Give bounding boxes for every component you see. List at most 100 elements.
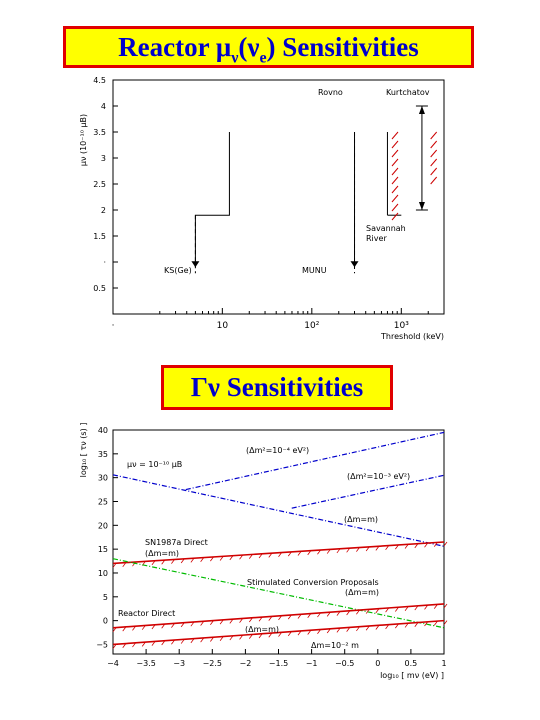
chart2-hatch-mark (433, 604, 438, 609)
chart1-x-tick-label: 10³ (394, 321, 409, 331)
chart1-ks-arrow-head (191, 261, 200, 268)
chart2-hatch-mark (395, 623, 399, 629)
chart1-munu-arrow-head (350, 261, 359, 268)
chart2-series-line (185, 431, 445, 491)
chart2-hatch-mark (141, 625, 146, 630)
chart1-x-tick-label: 10 (217, 321, 229, 331)
chart2-hatch-mark (210, 620, 214, 626)
chart2-hatch-mark (414, 543, 419, 549)
chart2-hatch-mark (365, 626, 370, 631)
chart2-hatch-mark (180, 558, 185, 564)
chart2-hatch-mark (433, 621, 438, 626)
chart2-hatch-mark (375, 625, 380, 630)
chart2-hatch-mark (210, 637, 214, 642)
chart2-hatch-mark (248, 634, 253, 639)
chart2-hatch-mark (287, 631, 292, 637)
chart2-hatch-mark (424, 605, 428, 610)
chart2-y-tick-label: 25 (98, 497, 108, 506)
chart2-hatch-mark (385, 624, 389, 630)
chart1-x-axis-label: Threshold (keV) (380, 332, 444, 341)
chart2-x-tick-label: −1 (306, 659, 318, 668)
chart2-hatch-mark (229, 555, 234, 561)
chart1-hatch-mark (391, 203, 399, 212)
chart2-y-tick-label: 0 (103, 617, 108, 626)
chart2-hatch-mark (307, 630, 312, 635)
chart2-hatch-mark (336, 611, 341, 616)
chart2-hatch-mark (287, 551, 292, 557)
chart2-hatch-mark (219, 636, 224, 641)
chart2-series-line (112, 619, 445, 646)
chart1-hatch-mark (430, 176, 438, 185)
chart2-hatch-mark (200, 637, 204, 643)
chart2-label-reactor-dm: (Δm=m) (245, 625, 279, 634)
chart2-hatch-mark (336, 628, 341, 633)
chart2-hatch-mark (317, 612, 321, 618)
chart2-x-tick-label: −3.5 (136, 659, 155, 668)
chart2-hatch-mark (326, 549, 331, 554)
chart2-hatch-mark (424, 543, 428, 548)
chart2-hatch-mark (151, 641, 156, 646)
chart1-y-tick-label: 4.5 (93, 76, 106, 85)
chart2-hatch-mark (239, 555, 243, 560)
chart2-hatch-mark (356, 626, 360, 632)
chart2-hatch-mark (433, 542, 438, 547)
chart2-label-dm-m-upper: (Δm=m) (344, 515, 378, 524)
chart1-hatch-mark (391, 185, 399, 194)
chart2-hatch-mark (190, 621, 195, 627)
chart1-y-tick-label: · (103, 258, 106, 267)
chart2-label-dm2-1e-3: (Δm²=10⁻³ eV²) (347, 472, 410, 481)
chart2-hatch-mark (112, 563, 117, 568)
chart2-label-stimulated-dm: (Δm=m) (345, 588, 379, 597)
chart2-series-line (112, 603, 445, 629)
chart2-label-reactor-dm-low: Δm=10⁻² m (311, 641, 359, 650)
chart2-hatch-mark (278, 615, 282, 621)
chart2-hatch-mark (268, 616, 273, 621)
chart2-y-tick-label: −5 (96, 640, 108, 649)
chart1-hatch-mark (391, 176, 399, 185)
chart2-hatch-mark (346, 627, 350, 632)
chart2-hatch-mark (171, 623, 175, 628)
chart2-y-tick-label: 20 (98, 521, 108, 530)
chart1-hatch-mark (391, 140, 399, 149)
chart2-hatch-mark (190, 638, 195, 644)
chart2-x-tick-label: −0.5 (335, 659, 354, 668)
chart2-hatch-mark (395, 544, 399, 550)
chart2-hatch-mark (414, 605, 419, 611)
chart2-hatch-mark (443, 603, 448, 609)
chart2-x-tick-label: 0.5 (405, 659, 418, 668)
chart1-y-tick-label: 1.5 (93, 232, 106, 241)
chart2-hatch-mark (443, 620, 448, 625)
chart1-hatch-mark (430, 158, 438, 167)
chart2-hatch-mark (171, 640, 175, 645)
chart2-hatch-mark (268, 553, 273, 558)
chart2-y-tick-label: 40 (98, 426, 108, 435)
chart2-hatch-mark (112, 627, 117, 633)
chart2-series-line (291, 474, 445, 509)
chart2-hatch-mark (424, 621, 428, 627)
chart2-series-line (112, 541, 445, 565)
chart2-hatch-mark (200, 621, 204, 626)
chart2-hatch-mark (326, 628, 331, 634)
chart1-x-tick-label: · (112, 321, 115, 331)
chart2-hatch-mark (346, 548, 350, 553)
chart2-hatch-mark (141, 642, 146, 647)
chart1-limit-line (194, 132, 230, 268)
chart2-hatch-mark (161, 624, 165, 629)
chart2-x-tick-label: −3 (173, 659, 185, 668)
chart2-hatch-mark (375, 546, 380, 551)
chart2-hatch-mark (229, 635, 234, 641)
chart2-x-tick-label: −4 (107, 659, 119, 668)
chart2-hatch-mark (132, 642, 136, 648)
chart2-label-sn-direct: SN1987a Direct (145, 538, 208, 547)
chart2-hatch-mark (404, 544, 409, 549)
chart2-hatch-mark (229, 619, 234, 624)
chart1-y-axis-label: μν (10⁻¹⁰ μB) (79, 114, 88, 166)
chart2-x-tick-label: 1 (441, 659, 446, 668)
chart2-label-dm2-1e-4: (Δm²=10⁻⁴ eV²) (246, 446, 309, 455)
chart2-hatch-mark (443, 541, 448, 547)
chart1-range-arrow-down (418, 202, 425, 210)
chart2-hatch-mark (268, 633, 273, 638)
chart2-hatch-mark (200, 557, 204, 563)
chart2-hatch-mark (239, 635, 243, 640)
